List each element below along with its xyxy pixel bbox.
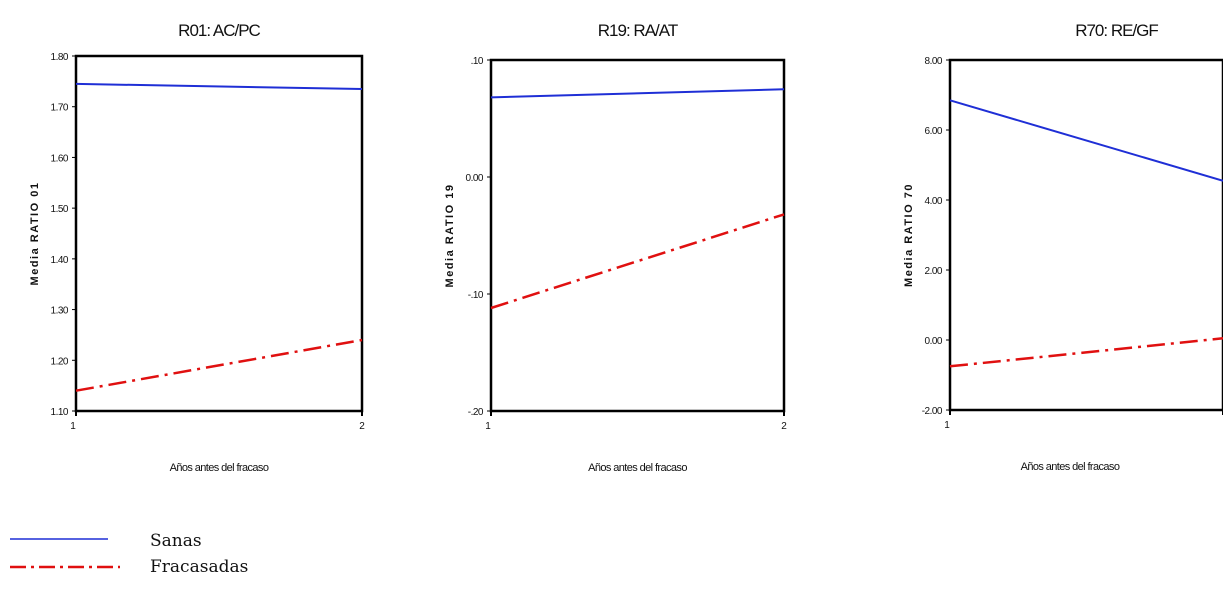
y-tick-label: 6.00 bbox=[925, 126, 943, 137]
y-axis-label: Media RATIO 01 bbox=[29, 182, 41, 286]
legend-item-sanas: Sanas bbox=[8, 528, 308, 554]
series-line-fracasadas bbox=[490, 213, 785, 310]
x-axis-label: Años antes del fracaso bbox=[588, 462, 687, 474]
y-tick-label: 2.00 bbox=[925, 266, 943, 277]
series-line-fracasadas bbox=[75, 338, 363, 392]
x-axis-label: Años antes del fracaso bbox=[170, 462, 269, 474]
chart-r70: R70: RE/GF 8.00 6.00 4.00 2.00 0.00 -2.001 Años… bbox=[903, 21, 1223, 473]
series-line-sanas bbox=[75, 82, 363, 90]
chart-title: R19: RA/AT bbox=[598, 21, 678, 40]
x-tick-label: 1 bbox=[70, 421, 76, 432]
x-tick-label: 2 bbox=[781, 421, 787, 432]
series-line-sanas bbox=[490, 88, 785, 99]
legend-label-sanas: Sanas bbox=[150, 531, 202, 551]
legend: Sanas Fracasadas bbox=[8, 528, 308, 586]
y-tick-label: 1.80 bbox=[51, 52, 69, 63]
chart-r01: R01: AC/PC 1.80 1.70 1.60 1.50 1.40 1.30 1.20 1.… bbox=[29, 21, 365, 474]
legend-swatch-sanas bbox=[10, 538, 108, 540]
y-tick-label: 1.20 bbox=[51, 356, 69, 367]
y-tick-label: -.20 bbox=[468, 407, 484, 418]
x-axis-label: Años antes del fracaso bbox=[1021, 461, 1120, 473]
x-tick-label: 1 bbox=[485, 421, 491, 432]
y-tick-label: 0.00 bbox=[925, 336, 943, 347]
y-tick-label: -.10 bbox=[468, 290, 484, 301]
y-tick-label: 4.00 bbox=[925, 196, 943, 207]
chart-title: R01: AC/PC bbox=[178, 21, 260, 40]
series-line-sanas bbox=[949, 99, 1223, 182]
plot-frame bbox=[489, 58, 786, 413]
plot-frame bbox=[74, 54, 364, 413]
y-tick-label: 1.30 bbox=[51, 306, 69, 317]
x-tick-label: 2 bbox=[359, 421, 365, 432]
y-tick-label: .10 bbox=[471, 56, 484, 67]
y-tick-label: 1.60 bbox=[51, 153, 69, 164]
y-tick-label: 1.10 bbox=[51, 407, 69, 418]
y-axis-label: Media RATIO 19 bbox=[444, 184, 456, 288]
y-tick-label: 8.00 bbox=[925, 56, 943, 67]
y-tick-label: 1.50 bbox=[51, 204, 69, 215]
chart-title: R70: RE/GF bbox=[1075, 21, 1158, 40]
legend-label-fracasadas: Fracasadas bbox=[150, 557, 249, 577]
series-line-fracasadas bbox=[949, 337, 1223, 368]
plot-frame bbox=[948, 58, 1223, 412]
legend-swatch-fracasadas bbox=[10, 565, 120, 569]
y-tick-label: -2.00 bbox=[922, 406, 943, 417]
y-tick-label: 1.70 bbox=[51, 103, 69, 114]
y-axis-label: Media RATIO 70 bbox=[903, 183, 915, 287]
y-tick-label: 0.00 bbox=[466, 173, 484, 184]
y-tick-label: 1.40 bbox=[51, 255, 69, 266]
chart-r19: R19: RA/AT .10 0.00 -.10 -.201 2 Años antes de… bbox=[444, 21, 787, 474]
x-tick-label: 1 bbox=[944, 420, 950, 431]
legend-item-fracasadas: Fracasadas bbox=[8, 554, 308, 580]
